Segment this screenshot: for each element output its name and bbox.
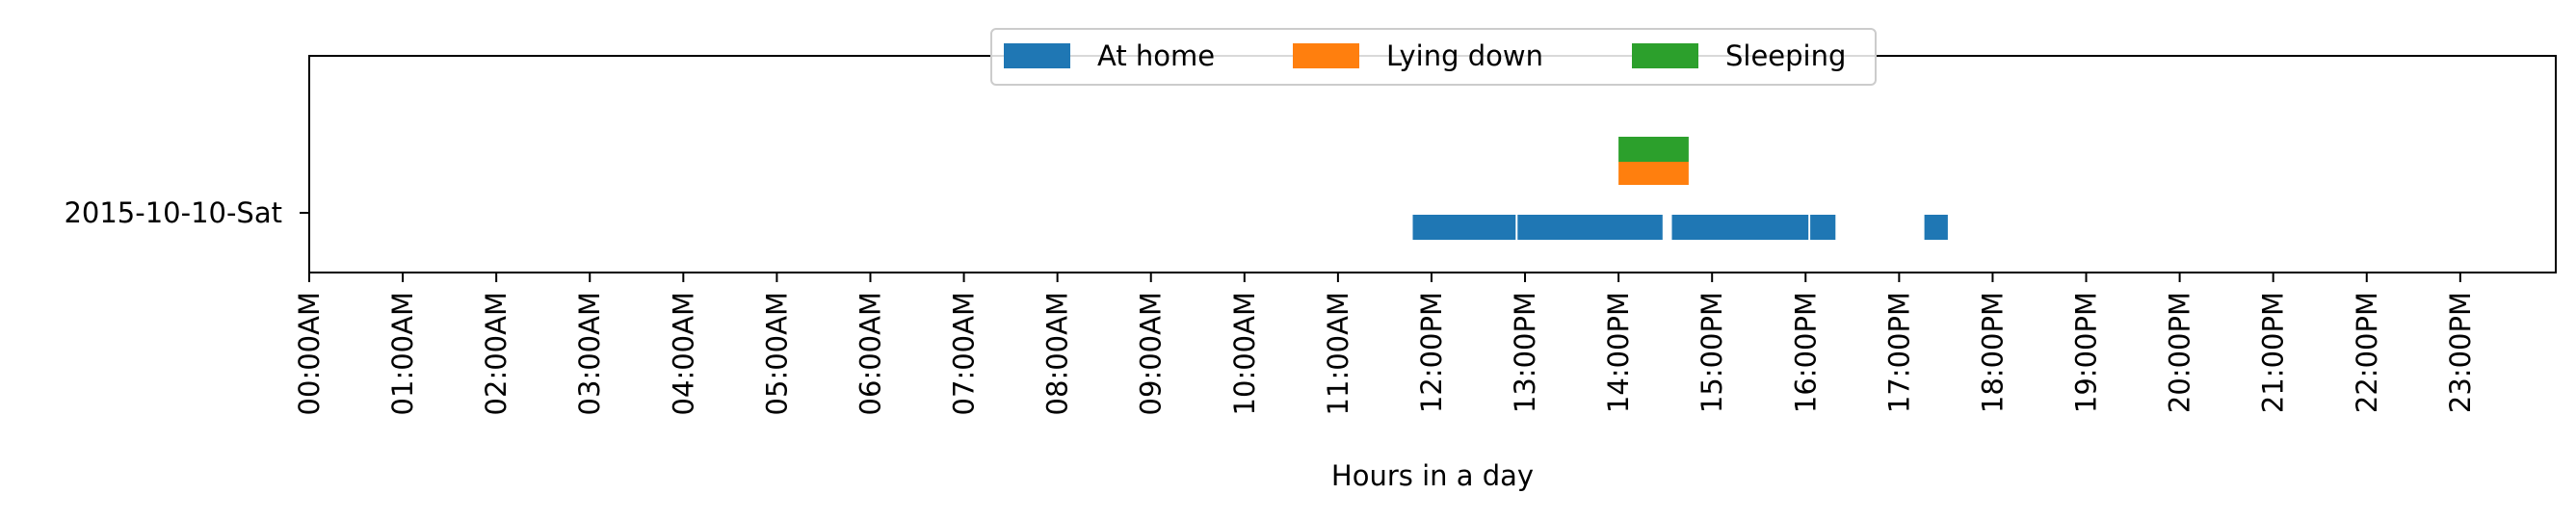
x-axis-label: Hours in a day bbox=[1331, 459, 1534, 492]
x-tick-label: 02:00AM bbox=[480, 292, 513, 415]
bar-at-home-1 bbox=[1517, 215, 1663, 240]
x-tick-label: 16:00PM bbox=[1789, 292, 1822, 413]
x-tick-label: 13:00PM bbox=[1509, 292, 1541, 413]
x-tick-label: 00:00AM bbox=[293, 292, 326, 415]
x-tick-label: 23:00PM bbox=[2444, 292, 2477, 413]
legend: At home Lying down Sleeping bbox=[990, 28, 1877, 86]
bar-sleeping-0 bbox=[1618, 137, 1689, 162]
y-tick-label: 2015-10-10-Sat bbox=[64, 196, 282, 229]
legend-label-lying-down: Lying down bbox=[1386, 39, 1543, 72]
x-tick-label: 12:00PM bbox=[1415, 292, 1448, 413]
bar-at-home-3 bbox=[1810, 215, 1836, 240]
legend-swatch-at-home bbox=[1004, 43, 1070, 68]
x-tick-label: 20:00PM bbox=[2164, 292, 2196, 413]
x-tick-label: 05:00AM bbox=[760, 292, 793, 415]
bar-lying-down-0 bbox=[1618, 162, 1689, 185]
bar-at-home-2 bbox=[1671, 215, 1809, 240]
x-tick-label: 07:00AM bbox=[948, 292, 981, 415]
x-tick-label: 22:00PM bbox=[2351, 292, 2383, 413]
bar-at-home-4 bbox=[1924, 215, 1948, 240]
x-tick-label: 15:00PM bbox=[1695, 292, 1728, 413]
x-tick-label: 18:00PM bbox=[1976, 292, 2009, 413]
x-tick-label: 01:00AM bbox=[386, 292, 419, 415]
legend-label-sleeping: Sleeping bbox=[1725, 39, 1846, 72]
x-tick-label: 11:00AM bbox=[1322, 292, 1354, 415]
x-tick-label: 10:00AM bbox=[1228, 292, 1261, 415]
legend-label-at-home: At home bbox=[1097, 39, 1215, 72]
legend-swatch-sleeping bbox=[1632, 43, 1698, 68]
x-tick-label: 08:00AM bbox=[1041, 292, 1074, 415]
legend-swatch-lying-down bbox=[1293, 43, 1359, 68]
bar-at-home-0 bbox=[1412, 215, 1516, 240]
x-tick-label: 14:00PM bbox=[1602, 292, 1635, 413]
x-tick-label: 04:00AM bbox=[667, 292, 699, 415]
x-axis: 00:00AM 01:00AM 02:00AM 03:00AM 04:00AM 05:00… bbox=[293, 273, 2477, 415]
x-tick-label: 21:00PM bbox=[2257, 292, 2290, 413]
x-tick-label: 03:00AM bbox=[573, 292, 606, 415]
x-tick-label: 06:00AM bbox=[854, 292, 887, 415]
plot-area bbox=[309, 56, 2556, 273]
y-axis: 2015-10-10-Sat bbox=[64, 196, 309, 229]
x-tick-label: 19:00PM bbox=[2070, 292, 2103, 413]
x-tick-label: 17:00PM bbox=[1882, 292, 1915, 413]
x-tick-label: 09:00AM bbox=[1135, 292, 1168, 415]
legend-frame bbox=[990, 28, 1877, 86]
interval-bars bbox=[1412, 137, 1948, 240]
